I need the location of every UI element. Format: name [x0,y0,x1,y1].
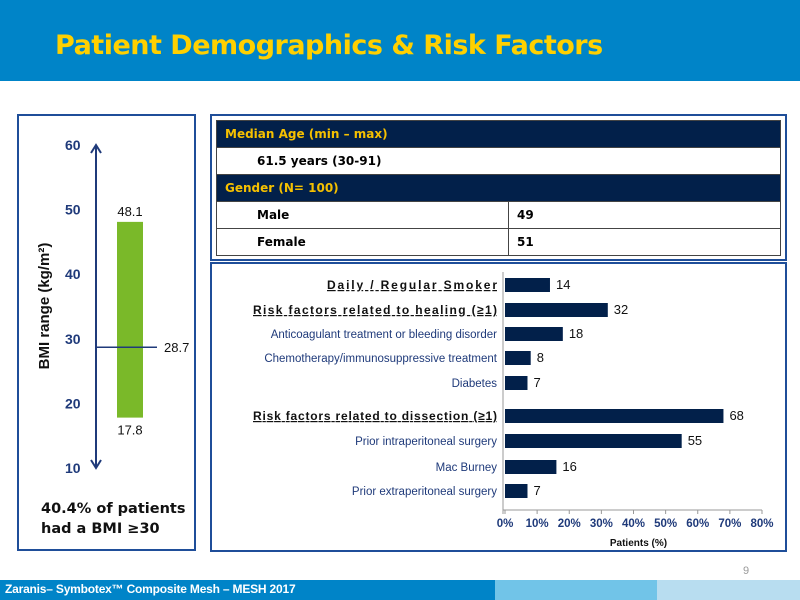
bmi-range-bar [117,221,143,418]
bar [505,327,563,341]
bar [505,351,531,365]
bar-value-label: 7 [533,483,540,498]
bmi-tick-label: 40 [65,266,81,282]
table-row: 61.5 years (30-91) [216,147,781,175]
bar-value-label: 55 [688,433,702,448]
page-number: 9 [743,565,750,577]
bar-value-label: 32 [614,302,628,317]
bar-value-label: 7 [533,375,540,390]
x-tick-label: 70% [718,518,741,530]
bmi-tick-label: 10 [65,460,81,476]
bar-value-label: 68 [729,408,743,423]
bmi-note: 40.4% of patients had a BMI ≥30 [41,499,185,539]
gender-value: 49 [508,201,781,229]
bar-value-label: 16 [562,459,576,474]
bar [505,278,550,292]
bar [505,303,608,317]
bmi-note-line2: had a BMI ≥30 [41,521,160,537]
x-tick-label: 40% [622,518,645,530]
bar [505,460,557,474]
footer-text: Zaranis– Symbotex™ Composite Mesh – MESH… [5,582,296,596]
gender-value: 51 [508,228,781,256]
page-title: Patient Demographics & Risk Factors [55,30,603,61]
table-header-row: Median Age (min – max) [216,120,781,148]
gender-label: Male [216,201,509,229]
x-tick-label: 50% [654,518,677,530]
bar-value-label: 18 [569,326,583,341]
category-label: Anticoagulant treatment or bleeding diso… [271,329,497,341]
risk-factors-panel: Daily / Regular Smoker 14 Risk factors rel… [210,262,787,552]
bmi-tick-label: 60 [65,137,81,153]
bmi-range-chart: BMI range (kg/m²) 10 20 30 40 50 60 48.1 17.8 28.… [36,137,189,476]
bmi-axis-label: BMI range (kg/m²) [36,243,53,370]
category-label: Diabetes [452,378,498,390]
gender-header: Gender (N= 100) [216,174,781,202]
bar [505,376,528,390]
table-row: Male 49 [216,201,781,229]
bmi-panel: BMI range (kg/m²) 10 20 30 40 50 60 48.1 17.8 28.… [17,114,196,551]
category-label: Prior intraperitoneal surgery [355,436,497,448]
bmi-tick-label: 30 [65,331,81,347]
arrow-down-icon [90,459,102,470]
footer-segment-medium [495,580,657,600]
bmi-min-label: 17.8 [117,423,142,438]
gender-label: Female [216,228,509,256]
median-age-header: Median Age (min – max) [216,120,781,148]
median-age-value: 61.5 years (30-91) [216,147,781,175]
x-tick-label: 20% [558,518,581,530]
table-row: Female 51 [216,228,781,256]
x-axis-label: Patients (%) [610,538,667,549]
demographics-panel: Median Age (min – max) 61.5 years (30-91… [210,114,787,261]
category-label: Risk factors related to healing (≥1) [253,303,497,317]
demographics-table: Median Age (min – max) 61.5 years (30-91… [216,120,781,256]
bmi-tick-label: 50 [65,202,81,218]
bar [505,484,528,498]
category-label: Mac Burney [436,462,498,474]
bar-value-label: 14 [556,277,570,292]
category-label: Daily / Regular Smoker [327,278,497,292]
footer-bar: Zaranis– Symbotex™ Composite Mesh – MESH… [0,580,800,600]
x-tick-label: 0% [497,518,514,530]
category-label: Chemotherapy/immunosuppressive treatment [264,353,497,365]
risk-factors-chart: Daily / Regular Smoker 14 Risk factors rel… [253,272,774,549]
bar [505,409,724,423]
bar [505,434,682,448]
category-label: Prior extraperitoneal surgery [352,486,497,498]
bmi-median-label: 28.7 [164,340,189,355]
arrow-up-icon [90,143,102,154]
bmi-tick-label: 20 [65,395,81,411]
x-tick-label: 10% [526,518,549,530]
bar-value-label: 8 [537,350,544,365]
x-tick-label: 80% [750,518,773,530]
x-tick-label: 60% [686,518,709,530]
x-tick-label: 30% [590,518,613,530]
bmi-max-label: 48.1 [117,204,142,219]
footer-segment-dark [0,580,495,600]
bmi-note-line1: 40.4% of patients [41,501,186,517]
footer-segment-light [657,580,800,600]
table-header-row: Gender (N= 100) [216,174,781,202]
category-label: Risk factors related to dissection (≥1) [253,409,497,423]
title-bar: Patient Demographics & Risk Factors [0,0,800,81]
